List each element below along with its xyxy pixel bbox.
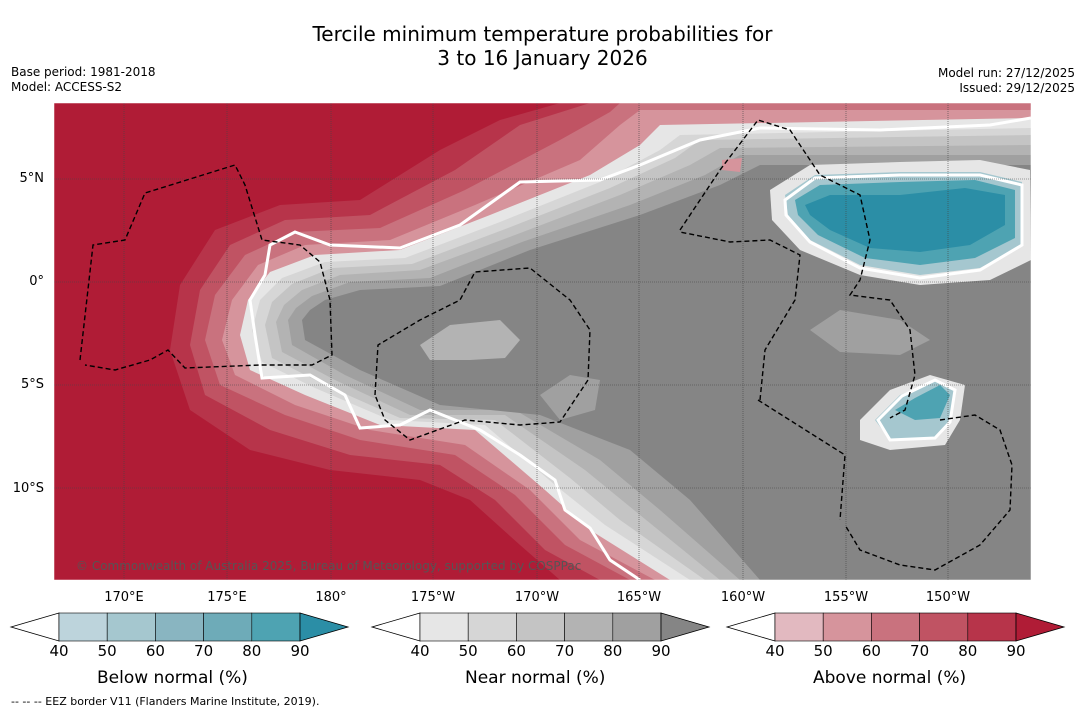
boundary-contour-north-blob	[783, 173, 1024, 280]
colorbar-above-tick: 60	[861, 642, 881, 660]
colorbar-near-tick: 90	[651, 642, 671, 660]
meta-left: Base period: 1981-2018 Model: ACCESS-S2	[11, 65, 156, 95]
eez-borders	[79, 119, 1013, 571]
lat-label-0: 0°	[29, 274, 44, 289]
colorbar-near-tick: 60	[506, 642, 526, 660]
title-line-2: 3 to 16 January 2026	[437, 46, 648, 70]
meta-right: Model run: 27/12/2025 Issued: 29/12/2025	[938, 66, 1075, 96]
eez-footnote: -- -- -- EEZ border V11 (Flanders Marine…	[11, 695, 320, 708]
lat-label-5n: 5°N	[19, 171, 45, 186]
colorbar-near-title: Near normal (%)	[465, 668, 606, 688]
colorbar-below-tick: 50	[97, 642, 117, 660]
lon-label-170e: 170°E	[104, 590, 144, 605]
below-blob-north-90	[805, 188, 1005, 252]
chart-title: Tercile minimum temperature probabilitie…	[0, 22, 1085, 70]
above-patch-north	[722, 158, 742, 172]
lat-label-10s: 10°S	[12, 481, 44, 496]
colorbar-below-tick: 60	[145, 642, 165, 660]
colorbar-above-tick: 90	[1006, 642, 1026, 660]
colorbar-above-title: Above normal (%)	[813, 668, 967, 688]
title-line-1: Tercile minimum temperature probabilitie…	[312, 22, 773, 46]
colorbar-below-title: Below normal (%)	[97, 668, 248, 688]
lon-label-180: 180°	[315, 590, 347, 605]
graticule	[54, 103, 1031, 580]
lon-label-155w: 155°W	[823, 590, 869, 605]
boundary-contour-south-blob	[876, 378, 957, 442]
lon-label-175w: 175°W	[410, 590, 456, 605]
near-patch-south	[540, 375, 600, 420]
base-period: Base period: 1981-2018	[11, 65, 156, 79]
colorbar-near-tick: 70	[555, 642, 575, 660]
issued-date: Issued: 29/12/2025	[959, 81, 1075, 95]
lon-label-175e: 175°E	[207, 590, 247, 605]
lon-label-170w: 170°W	[514, 590, 560, 605]
colorbar-above-tick: 70	[910, 642, 930, 660]
lon-label-150w: 150°W	[925, 590, 971, 605]
near-patch-center	[420, 320, 520, 360]
lat-label-5s: 5°S	[20, 377, 44, 392]
near-patch-east	[810, 310, 930, 355]
model-name: Model: ACCESS-S2	[11, 80, 123, 94]
model-run: Model run: 27/12/2025	[937, 66, 1075, 80]
colorbar-above-tick: 80	[958, 642, 978, 660]
colorbar-below-tick: 80	[242, 642, 262, 660]
lon-label-160w: 160°W	[720, 590, 766, 605]
colorbar-near-tick: 80	[603, 642, 623, 660]
colorbar-above-tick: 50	[813, 642, 833, 660]
colorbar-below-tick: 70	[194, 642, 214, 660]
colorbar-near-tick: 40	[410, 642, 430, 660]
colorbar-below-tick: 40	[49, 642, 69, 660]
boundary-contour-main	[248, 116, 1031, 580]
lon-label-165w: 165°W	[616, 590, 662, 605]
colorbar-near-tick: 50	[458, 642, 478, 660]
colorbar-above-tick: 40	[765, 642, 785, 660]
colorbar-below-tick: 90	[290, 642, 310, 660]
copyright-notice: © Commonwealth of Australia 2025, Bureau…	[76, 559, 582, 573]
below-blob-south-90	[895, 385, 950, 420]
